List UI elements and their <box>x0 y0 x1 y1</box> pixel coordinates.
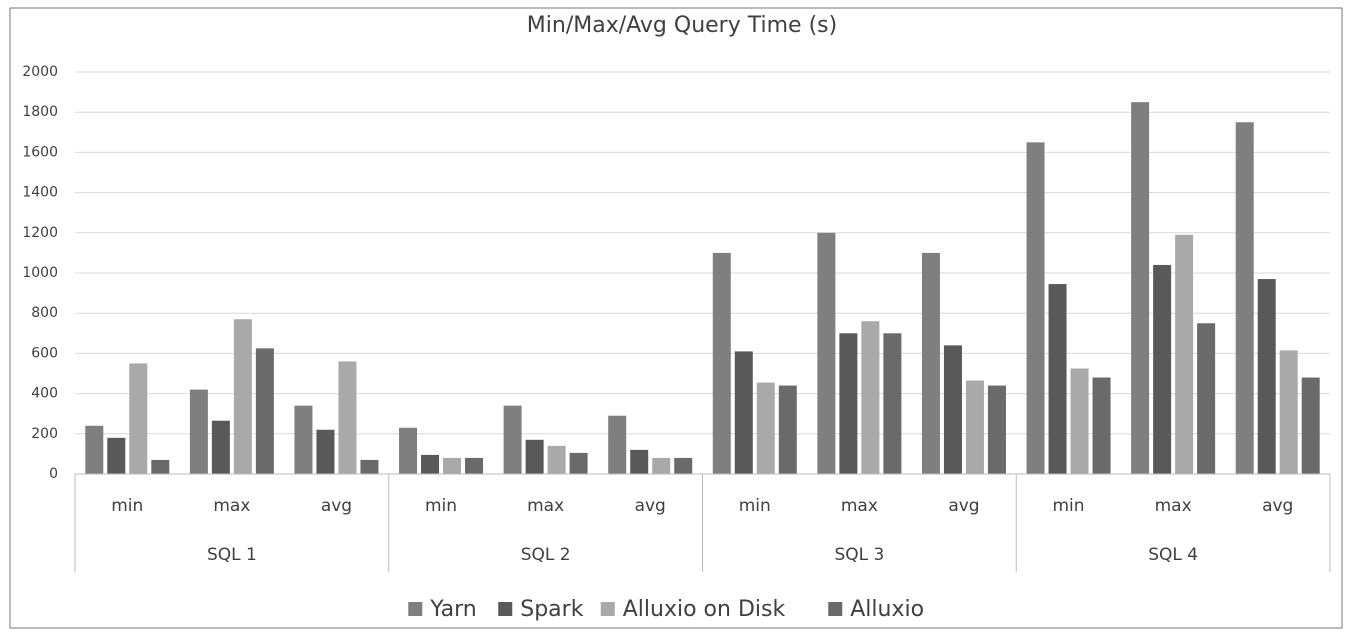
bar <box>1153 264 1172 474</box>
bar <box>1235 122 1254 474</box>
bar <box>987 385 1006 474</box>
bar <box>674 457 693 474</box>
bar <box>965 380 984 474</box>
bar <box>1257 279 1276 474</box>
legend-label: Alluxio <box>850 597 924 622</box>
bar <box>569 452 588 474</box>
bar <box>316 429 335 474</box>
bar <box>525 439 544 474</box>
y-tick-label: 2000 <box>22 64 58 80</box>
x-tick-label: max <box>213 496 250 516</box>
bar <box>817 232 836 474</box>
y-tick-label: 600 <box>31 345 58 361</box>
bar <box>189 389 208 474</box>
bar <box>338 361 357 474</box>
bar <box>1301 377 1320 474</box>
bar <box>1279 350 1298 474</box>
x-tick-label: avg <box>948 496 979 516</box>
group-label: SQL 4 <box>1148 545 1198 565</box>
y-tick-label: 0 <box>49 466 58 482</box>
bar <box>211 420 230 474</box>
legend-label: Yarn <box>429 597 477 622</box>
y-tick-label: 800 <box>31 305 58 321</box>
x-tick-label: max <box>527 496 564 516</box>
legend-swatch <box>828 602 843 616</box>
bar <box>1092 377 1111 474</box>
y-tick-label: 1400 <box>22 185 58 201</box>
bar <box>547 445 566 474</box>
bar <box>399 427 418 474</box>
bar <box>861 321 880 474</box>
bar <box>652 457 671 474</box>
x-tick-label: min <box>111 496 143 516</box>
x-tick-label: avg <box>321 496 352 516</box>
bar <box>921 252 940 474</box>
bar <box>883 333 902 474</box>
bar <box>465 457 484 474</box>
y-tick-label: 200 <box>31 426 58 442</box>
bar <box>712 252 731 474</box>
bar <box>734 351 753 474</box>
x-tick-label: max <box>841 496 878 516</box>
bar <box>294 405 313 474</box>
bar <box>151 459 170 474</box>
x-tick-label: max <box>1155 496 1192 516</box>
x-tick-label: min <box>1053 496 1085 516</box>
legend-swatch <box>408 602 423 616</box>
y-tick-label: 1000 <box>22 265 58 281</box>
x-tick-label: avg <box>635 496 666 516</box>
y-tick-label: 1600 <box>22 144 58 160</box>
bar <box>233 319 252 474</box>
bar <box>1048 284 1067 474</box>
legend-swatch <box>600 602 615 616</box>
y-tick-label: 400 <box>31 386 58 402</box>
bar <box>129 363 148 474</box>
bar <box>778 385 797 474</box>
legend-label: Alluxio on Disk <box>623 597 786 622</box>
y-tick-label: 1200 <box>22 225 58 241</box>
bar <box>255 348 274 474</box>
bar <box>1026 142 1045 474</box>
bar <box>443 457 462 474</box>
bar <box>1070 368 1089 474</box>
legend-label: Spark <box>520 597 583 622</box>
x-tick-label: min <box>425 496 457 516</box>
bar <box>421 454 440 474</box>
bar <box>107 437 126 474</box>
bar <box>503 405 522 474</box>
x-tick-label: min <box>739 496 771 516</box>
y-tick-label: 1800 <box>22 104 58 120</box>
bar <box>943 345 962 474</box>
bar <box>608 415 627 474</box>
bar <box>630 449 649 474</box>
bar <box>360 459 379 474</box>
chart-title: Min/Max/Avg Query Time (s) <box>527 13 837 38</box>
bar <box>756 382 775 474</box>
bar <box>1175 234 1194 474</box>
group-label: SQL 2 <box>521 545 571 565</box>
group-label: SQL 3 <box>834 545 884 565</box>
x-tick-label: avg <box>1262 496 1293 516</box>
bar <box>1131 102 1150 475</box>
chart-border <box>9 7 1343 629</box>
legend-swatch <box>498 602 513 616</box>
bar <box>839 333 858 474</box>
group-label: SQL 1 <box>207 545 257 565</box>
bar <box>1197 323 1216 474</box>
bar <box>85 425 104 474</box>
